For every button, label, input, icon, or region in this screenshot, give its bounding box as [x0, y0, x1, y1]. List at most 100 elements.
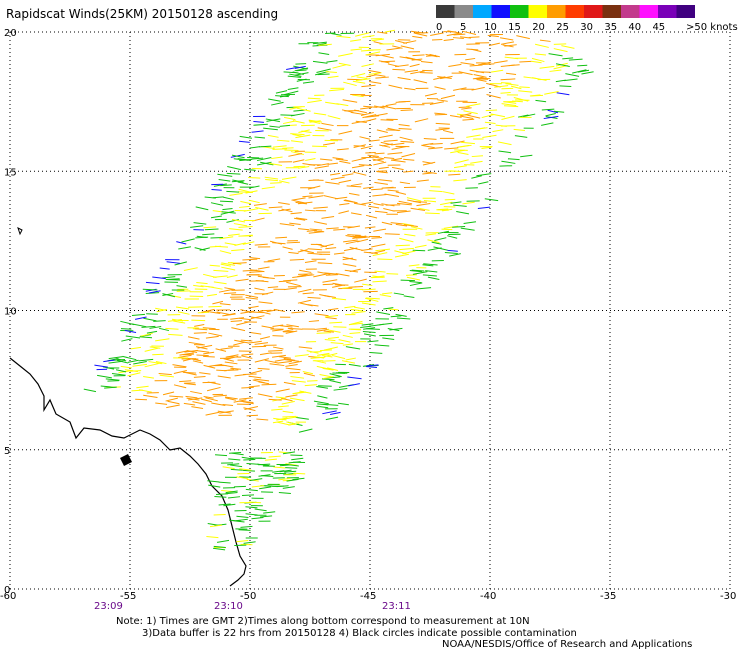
wind-barb [285, 467, 298, 469]
wind-barb [259, 352, 272, 356]
wind-barb [399, 237, 414, 243]
wind-barb [203, 226, 217, 229]
wind-barb [391, 146, 407, 150]
wind-barb [243, 208, 259, 212]
legend-swatch [602, 5, 621, 18]
wind-barb [249, 146, 261, 149]
wind-barb [422, 264, 434, 267]
wind-barb [240, 339, 253, 342]
wind-barb [257, 275, 269, 279]
wind-barb [405, 56, 418, 61]
wind-barb [218, 178, 231, 182]
wind-barb [268, 455, 281, 458]
wind-barb [240, 310, 255, 314]
wind-barb [254, 287, 265, 291]
wind-barb [111, 373, 126, 376]
wind-barb [300, 274, 315, 277]
wind-barb [221, 266, 236, 271]
wind-barb [436, 209, 449, 211]
coastline [9, 227, 247, 587]
wind-barb [159, 267, 170, 270]
wind-barb [309, 228, 323, 231]
wind-barb [219, 303, 231, 306]
wind-barb [374, 270, 386, 273]
wind-barb [358, 164, 373, 167]
wind-barb [395, 101, 406, 103]
wind-barb [291, 380, 306, 383]
wind-barb [241, 494, 255, 497]
wind-barb [350, 39, 362, 42]
wind-barb [326, 227, 339, 230]
y-tick-label: 20 [4, 28, 17, 39]
wind-barb [208, 305, 222, 308]
wind-barb [416, 179, 429, 182]
wind-barb [317, 127, 332, 131]
wind-barb [534, 43, 549, 48]
wind-barb [414, 32, 428, 37]
wind-barb [267, 134, 279, 138]
wind-barb [270, 182, 282, 184]
wind-barb [284, 149, 299, 152]
wind-barb [371, 243, 386, 248]
wind-barb [410, 70, 425, 75]
note-line-1: Note: 1) Times are GMT 2)Times along bot… [116, 616, 530, 627]
wind-barb [231, 327, 246, 332]
wind-barb [332, 64, 347, 69]
wind-barb [416, 203, 431, 207]
wind-barb [322, 410, 337, 415]
wind-barb [242, 241, 255, 245]
wind-barb [186, 350, 198, 353]
wind-barb [478, 181, 489, 185]
wind-barb [280, 325, 293, 328]
wind-barb [251, 157, 264, 160]
wind-barb [282, 415, 297, 418]
legend-swatch [639, 5, 658, 18]
wind-barb [269, 162, 283, 166]
wind-barb [250, 315, 265, 320]
wind-barb [158, 372, 172, 376]
wind-barb [254, 243, 268, 246]
wind-barb [375, 76, 389, 79]
wind-barb [321, 360, 336, 362]
wind-barb [206, 536, 219, 539]
wind-barb [199, 247, 210, 251]
wind-barb [212, 300, 224, 305]
wind-barb [135, 398, 147, 401]
wind-barb [412, 271, 428, 275]
wind-barb [288, 251, 299, 254]
axis-labels: -60 -55 -50 -45 -40 -35 -30 0 5 10 15 20 23:09 23:10 2… [0, 28, 736, 612]
wind-barb [395, 313, 407, 317]
wind-barb [544, 90, 559, 95]
wind-barb [295, 201, 308, 205]
wind-barb [355, 78, 371, 82]
wind-barb [166, 261, 181, 264]
wind-barb [201, 398, 212, 403]
wind-barb [345, 357, 356, 361]
wind-barb [272, 148, 288, 150]
wind-barb [181, 238, 195, 243]
wind-barb [406, 197, 422, 202]
wind-barb [291, 311, 305, 314]
wind-barb [367, 154, 379, 158]
wind-barb [559, 85, 572, 87]
wind-barbs-swath [83, 29, 594, 551]
wind-barb [353, 202, 367, 206]
wind-barb [275, 396, 287, 399]
wind-barb [412, 35, 423, 39]
wind-barb [308, 231, 324, 234]
wind-barb [440, 94, 456, 100]
wind-barb [320, 158, 333, 161]
wind-barb [465, 57, 476, 61]
wind-barb [228, 369, 239, 371]
wind-barb [314, 327, 328, 330]
wind-barb [394, 253, 409, 258]
wind-barb [193, 375, 206, 378]
wind-barb [373, 203, 384, 206]
wind-barb [318, 353, 330, 356]
wind-barb [453, 204, 467, 207]
wind-barb [469, 64, 483, 67]
wind-barb [381, 203, 395, 207]
wind-barb [251, 311, 264, 314]
wind-barb [314, 313, 329, 317]
wind-barb [178, 246, 192, 250]
